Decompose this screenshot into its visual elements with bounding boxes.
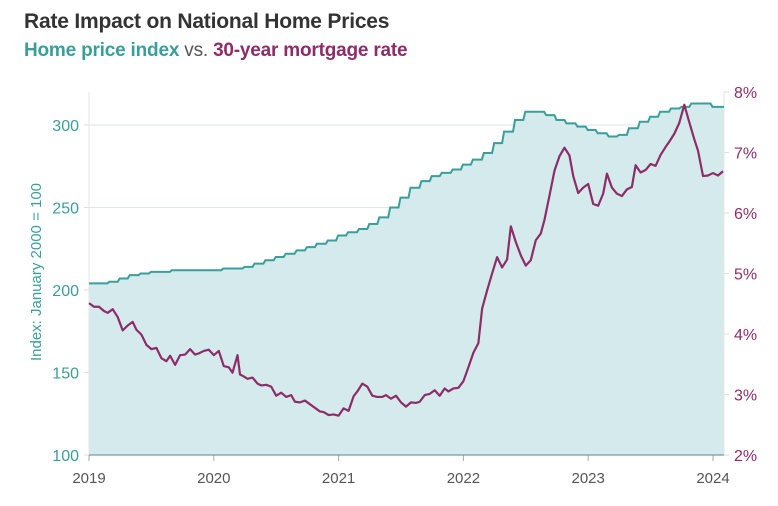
x-tick-label: 2022: [447, 470, 480, 487]
subtitle-vs: vs.: [184, 40, 208, 61]
y-axis-label: Index: January 2000 = 100: [28, 183, 45, 361]
y2-tick-label: 4%: [734, 327, 757, 344]
y-tick-label: 300: [52, 118, 79, 135]
chart-title: Rate Impact on National Home Prices: [24, 10, 390, 33]
y-tick-label: 250: [52, 201, 79, 218]
y-tick-label: 150: [52, 366, 79, 383]
subtitle-hpi-label: Home price index: [24, 40, 180, 61]
y2-tick-label: 6%: [734, 206, 757, 223]
x-tick-label: 2019: [72, 470, 105, 487]
axes: [84, 91, 729, 461]
y2-tick-label: 3%: [734, 388, 757, 405]
x-tick-label: 2021: [322, 470, 355, 487]
rate-line: [88, 103, 724, 417]
hpi-area: [89, 103, 724, 456]
hpi-line: [89, 102, 724, 285]
tick-labels: 100 150 200 250 300 2% 3% 4% 5% 6% 7% 8% 2019 2020 202…: [52, 85, 757, 487]
x-tick-label: 2024: [696, 470, 729, 487]
y-tick-label: 100: [52, 448, 79, 465]
y2-tick-label: 8%: [734, 85, 757, 102]
x-tick-label: 2020: [197, 470, 230, 487]
y2-tick-label: 5%: [734, 267, 757, 284]
y2-tick-label: 2%: [734, 448, 757, 465]
x-tick-label: 2023: [572, 470, 605, 487]
chart-subtitle: Home price index vs. 30-year mortgage ra…: [24, 40, 408, 62]
y-tick-label: 200: [52, 283, 79, 300]
y2-tick-label: 7%: [734, 146, 757, 163]
subtitle-rate-label: 30-year mortgage rate: [213, 40, 408, 61]
